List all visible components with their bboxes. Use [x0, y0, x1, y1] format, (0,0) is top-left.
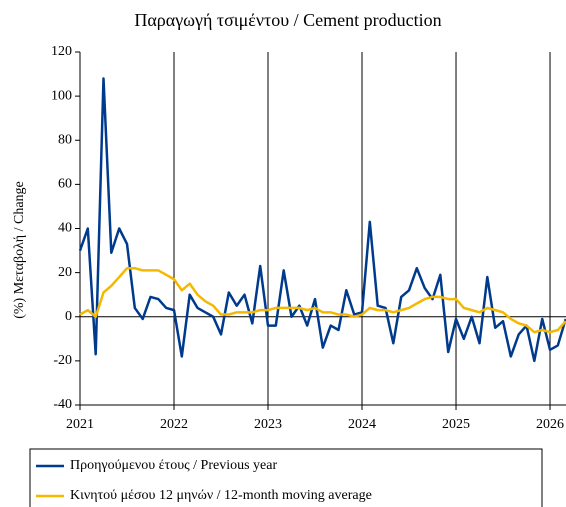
- y-tick-label: -20: [53, 353, 72, 368]
- y-tick-label: 40: [58, 221, 72, 236]
- x-tick-label: 2026: [536, 417, 564, 432]
- y-tick-label: 0: [65, 309, 72, 324]
- legend-label: Κινητού μέσου 12 μηνών / 12-month moving…: [70, 488, 372, 503]
- series-line: [79, 266, 566, 334]
- y-tick-label: 80: [58, 132, 72, 147]
- y-tick-label: 120: [51, 44, 72, 59]
- series-line: [78, 77, 566, 363]
- x-tick-label: 2023: [254, 417, 282, 432]
- x-tick-label: 2021: [66, 417, 94, 432]
- x-tick-label: 2025: [442, 417, 470, 432]
- y-tick-label: -40: [53, 397, 72, 412]
- y-tick-label: 100: [51, 88, 72, 103]
- legend: [29, 448, 543, 507]
- chart-title: Παραγωγή τσιμέντου / Cement production: [134, 10, 441, 30]
- legend-label: Προηγούμενου έτους / Previous year: [70, 458, 277, 473]
- x-tick-label: 2022: [160, 417, 188, 432]
- x-tick-label: 2024: [348, 417, 376, 432]
- y-tick-label: 20: [58, 265, 72, 280]
- y-tick-label: 60: [58, 177, 72, 192]
- y-axis-label: (%) Μεταβολή / Change: [12, 181, 27, 319]
